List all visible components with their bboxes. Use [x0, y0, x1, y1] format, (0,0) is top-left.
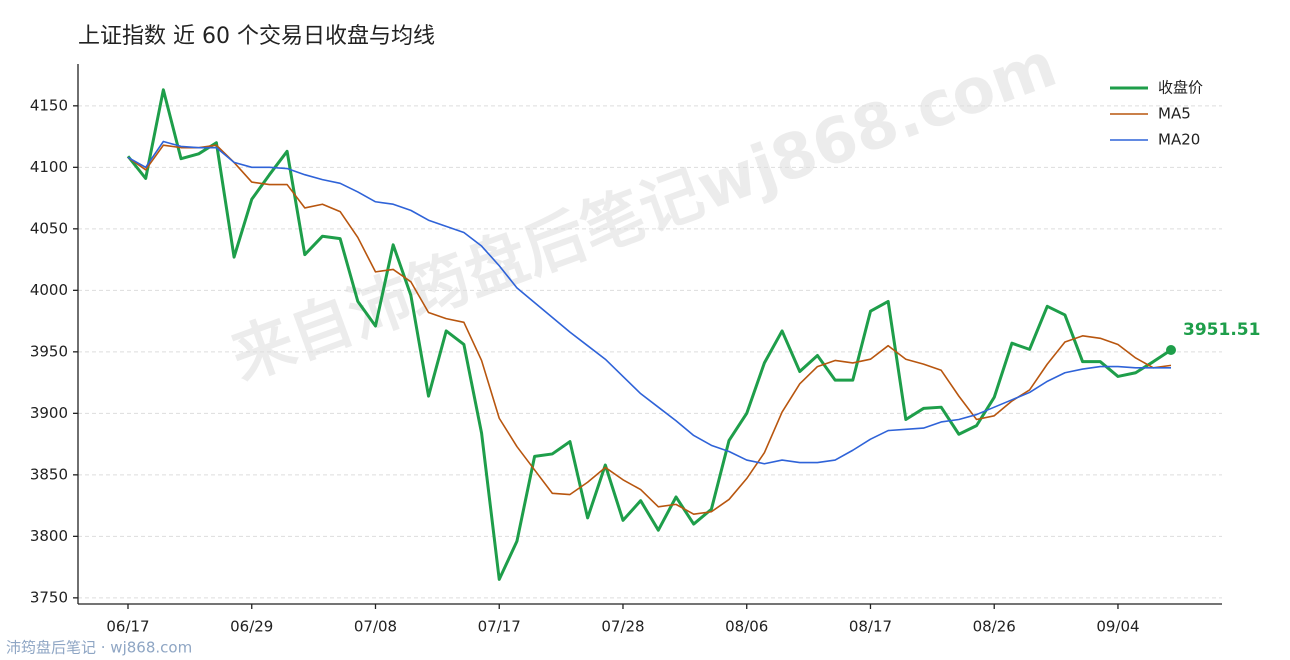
- x-tick-label: 07/28: [601, 618, 644, 636]
- y-tick-label: 3850: [30, 465, 68, 483]
- legend-label: MA5: [1158, 105, 1191, 123]
- y-tick-label: 4100: [30, 158, 68, 176]
- x-tick-label: 08/26: [973, 618, 1016, 636]
- series-line: [126, 88, 1172, 581]
- series-line: [127, 144, 1172, 516]
- y-tick-label: 4000: [30, 281, 68, 299]
- x-tick-label: 06/17: [106, 618, 149, 636]
- y-tick-label: 3800: [30, 527, 68, 545]
- y-tick-label: 4050: [30, 219, 68, 237]
- x-tick-label: 08/17: [849, 618, 892, 636]
- y-tick-label: 3750: [30, 588, 68, 606]
- x-tick-label: 07/08: [354, 618, 397, 636]
- y-tick-label: 3900: [30, 404, 68, 422]
- series-line: [127, 140, 1171, 465]
- legend-label: MA20: [1158, 131, 1200, 149]
- x-tick-label: 09/04: [1096, 618, 1139, 636]
- last-point: [1166, 344, 1176, 355]
- y-tick-label: 4150: [30, 96, 68, 114]
- legend-label: 收盘价: [1158, 79, 1203, 97]
- footer: 沛筠盘后笔记 · wj868.com: [6, 639, 192, 657]
- x-tick-label: 06/29: [230, 618, 273, 636]
- x-tick-label: 07/17: [478, 618, 521, 636]
- watermark: 来自沛筠盘后笔记wj868.com: [222, 28, 1066, 395]
- y-tick-label: 3950: [30, 342, 68, 360]
- last-value-label: 3951.51: [1183, 320, 1260, 340]
- x-tick-label: 08/06: [725, 618, 768, 636]
- chart-title: 上证指数 近 60 个交易日收盘与均线: [78, 24, 435, 49]
